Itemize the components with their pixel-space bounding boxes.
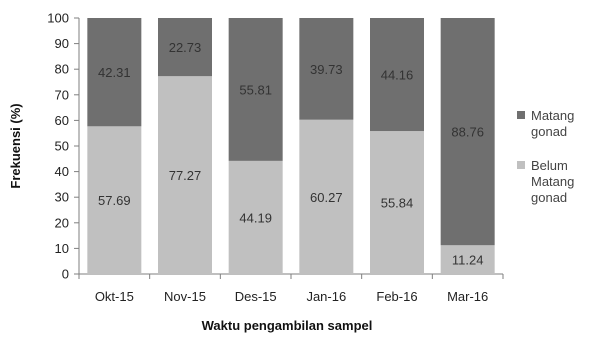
legend-label-line: Matang (531, 108, 574, 123)
y-tick-label: 80 (55, 62, 69, 77)
data-label: 44.16 (381, 68, 414, 83)
bar-segment (440, 245, 495, 274)
data-label: 55.81 (239, 82, 272, 97)
data-label: 39.73 (310, 62, 343, 77)
y-tick-label: 20 (55, 215, 69, 230)
bar-segment (299, 18, 354, 120)
data-label: 57.69 (98, 193, 131, 208)
legend-label: Belum Matang gonad (531, 158, 574, 205)
y-axis-title-group: Frekuensi (%) (8, 103, 23, 188)
bar-segment (370, 18, 424, 132)
data-label: 44.19 (239, 210, 272, 225)
y-axis-title: Frekuensi (%) (8, 103, 23, 188)
bar-segment (228, 18, 283, 161)
bar-segment (87, 126, 142, 274)
bar-segment (158, 76, 212, 274)
data-label: 11.24 (452, 253, 484, 268)
plot-area: 0 10 20 30 40 50 60 70 80 90 100 57.69 42.31 Okt-15 77… (47, 11, 504, 304)
y-tick-label: 0 (62, 267, 69, 282)
y-tick-label: 10 (55, 241, 69, 256)
y-tick-label: 60 (55, 113, 69, 128)
legend-label-line: Belum (531, 158, 568, 173)
legend-swatch (517, 111, 525, 119)
y-tick-label: 40 (55, 164, 69, 179)
bar-segment (370, 131, 424, 274)
legend-label: Matang gonad (531, 108, 574, 139)
data-label: 60.27 (310, 190, 343, 205)
x-tick-label: Nov-15 (164, 289, 206, 304)
data-label: 42.31 (98, 65, 131, 80)
data-label: 55.84 (381, 196, 414, 211)
bar-segment (228, 160, 283, 274)
legend-label-line: Matang (531, 174, 574, 189)
x-tick-label: Okt-15 (95, 289, 134, 304)
y-tick-label: 50 (55, 139, 69, 154)
legend-swatch (517, 161, 525, 169)
bar-segment (440, 18, 495, 246)
y-tick-label: 30 (55, 190, 69, 205)
bar-segment (87, 18, 142, 127)
y-tick-label: 100 (47, 11, 69, 26)
bar-segment (158, 18, 212, 77)
data-label: 77.27 (169, 168, 202, 183)
y-tick-label: 70 (55, 87, 69, 102)
bar-segment (299, 119, 354, 274)
x-tick-label: Des-15 (235, 289, 277, 304)
x-tick-label: Mar-16 (447, 289, 488, 304)
legend-label-line: gonad (531, 190, 567, 205)
x-axis-title: Waktu pengambilan sampel (202, 318, 373, 333)
legend-label-line: gonad (531, 124, 567, 139)
data-label: 88.76 (451, 125, 484, 140)
data-label: 22.73 (169, 40, 202, 55)
x-tick-label: Jan-16 (306, 289, 346, 304)
y-tick-label: 90 (55, 36, 69, 51)
x-tick-label: Feb-16 (376, 289, 417, 304)
